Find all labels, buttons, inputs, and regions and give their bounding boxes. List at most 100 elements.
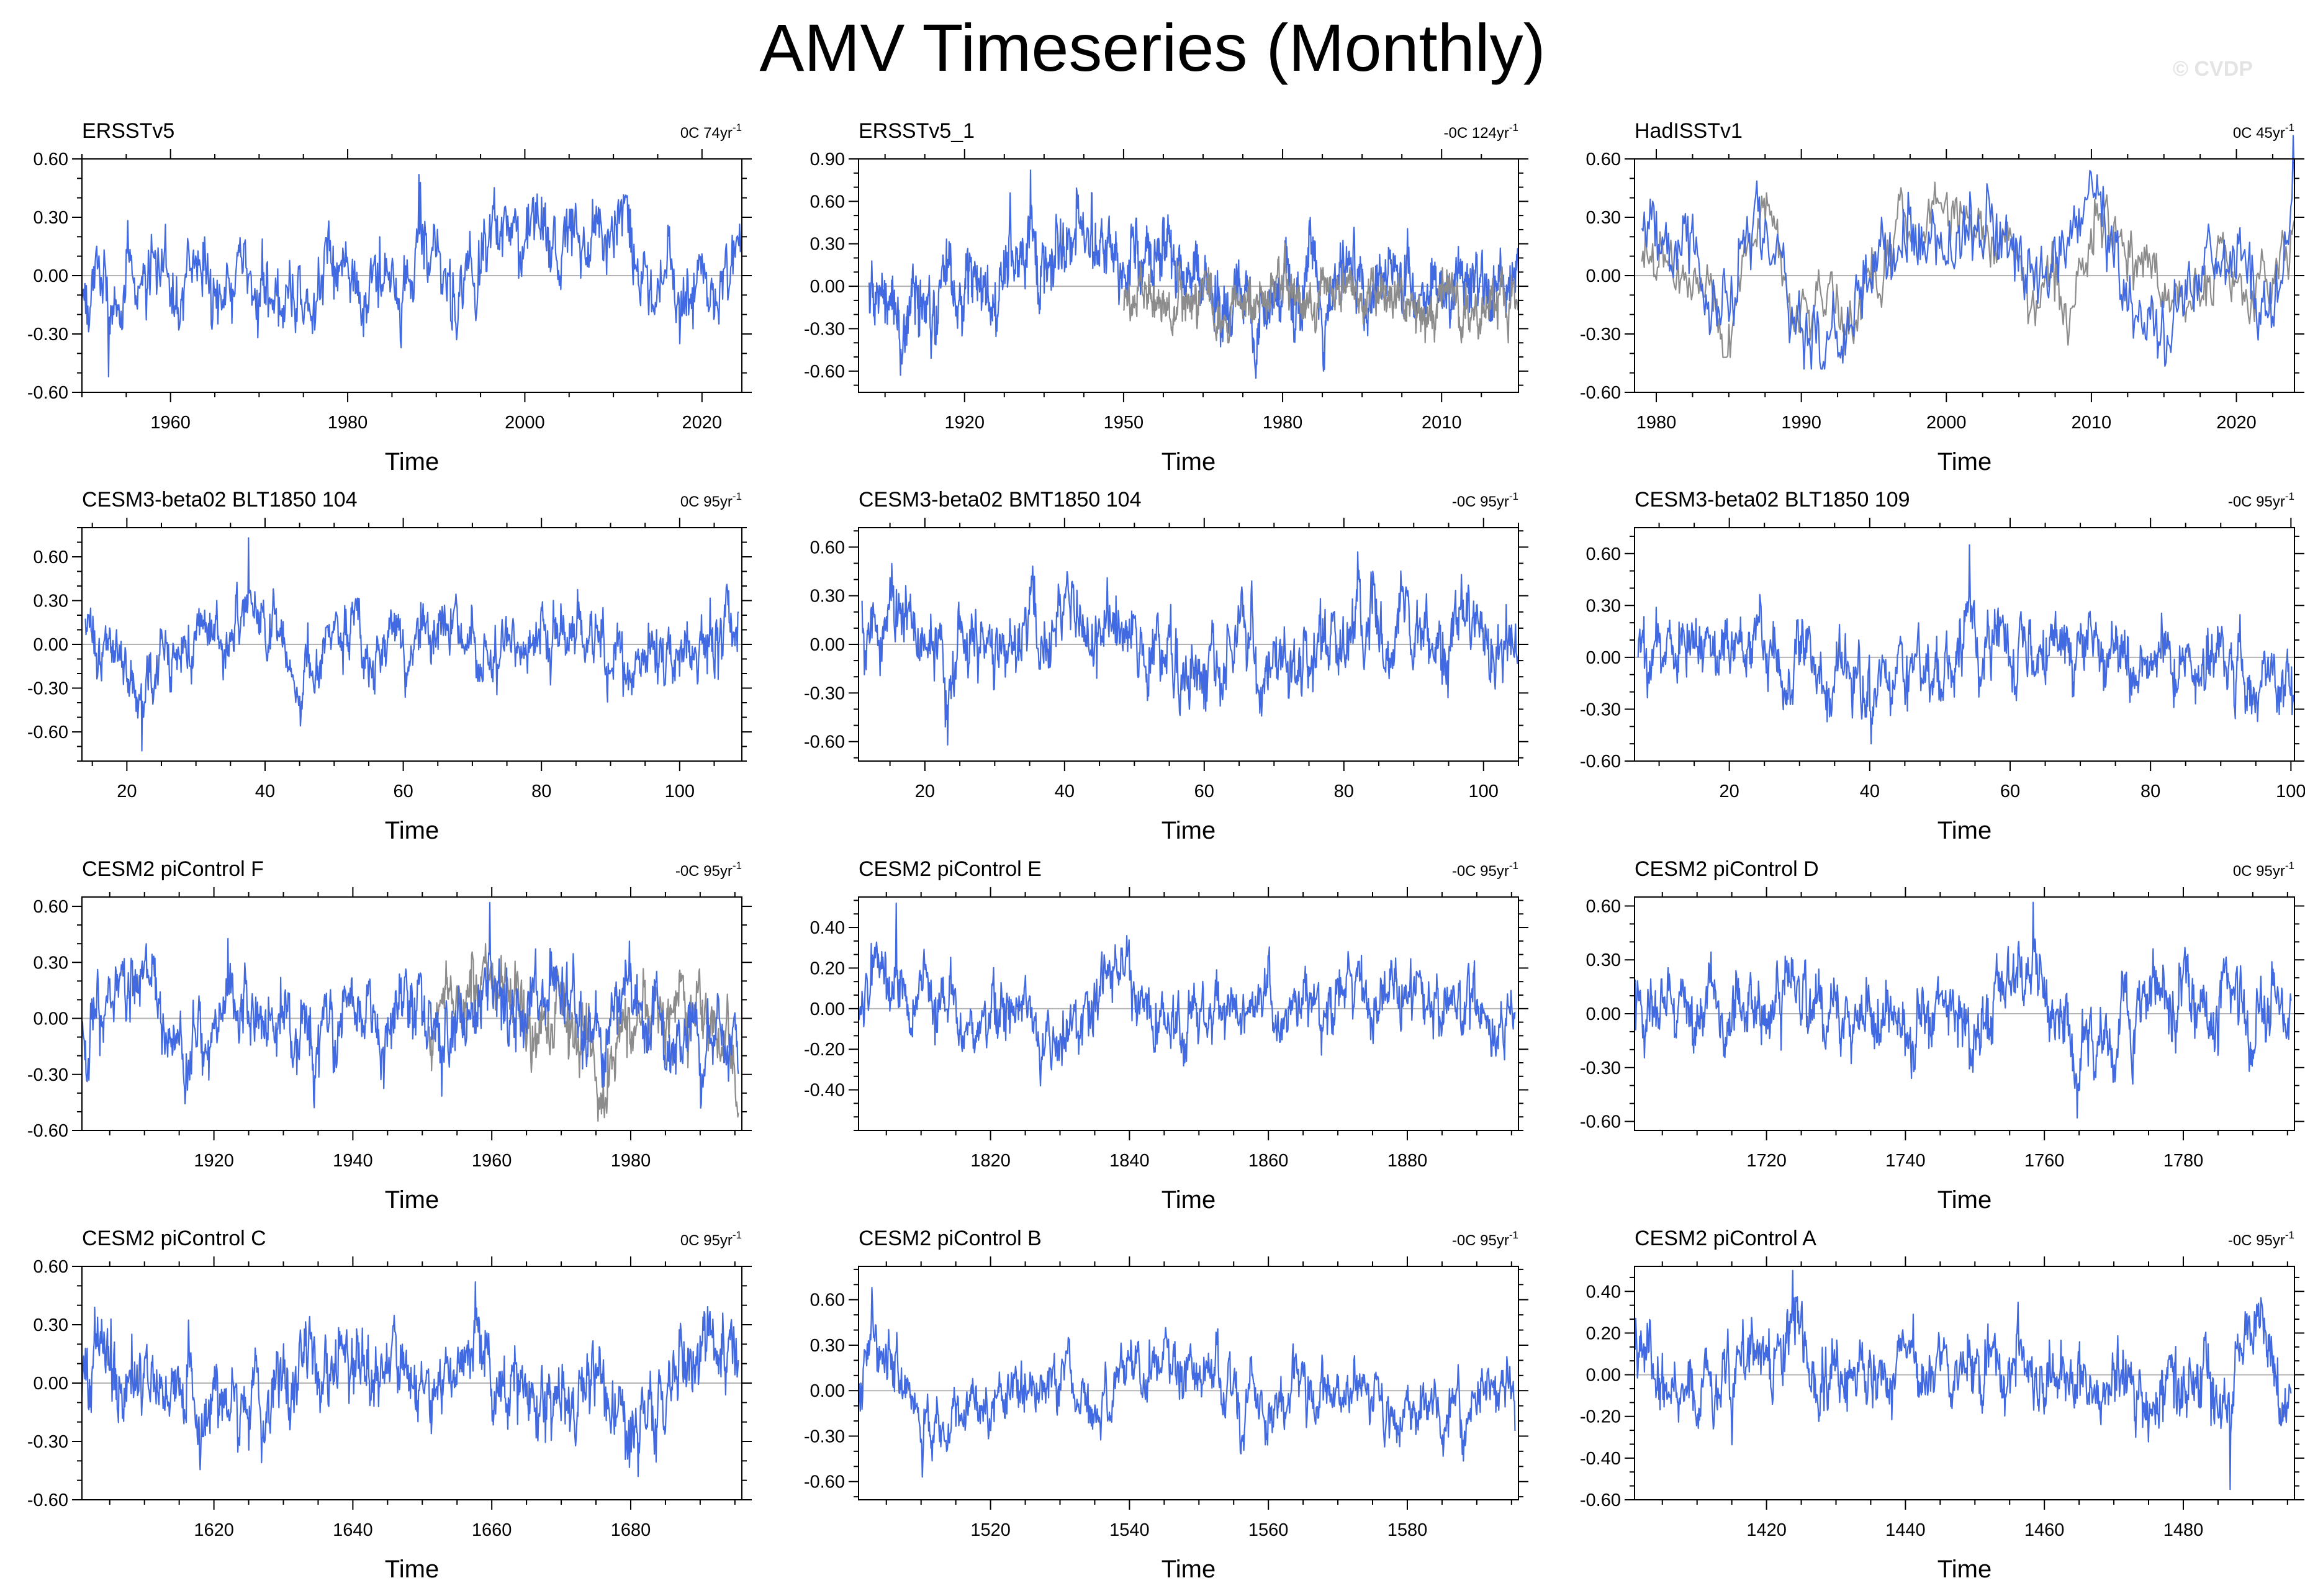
series-line xyxy=(1633,1269,2292,1490)
y-tick-label: 0.00 xyxy=(1586,266,1621,286)
y-tick-label: 0.60 xyxy=(810,192,845,212)
x-tick-label: 1540 xyxy=(1109,1520,1150,1540)
y-tick-label: -0.30 xyxy=(1580,325,1621,345)
x-tick-label: 1780 xyxy=(2163,1151,2204,1171)
y-tick-label: -0.60 xyxy=(1580,1112,1621,1132)
x-tick-label: 2000 xyxy=(1926,413,1967,433)
series-line xyxy=(868,169,1520,379)
x-axis-label: Time xyxy=(1937,817,1992,844)
y-tick-label: 0.60 xyxy=(1586,544,1621,564)
y-tick-label: 0.60 xyxy=(810,1291,845,1310)
x-tick-label: 40 xyxy=(1055,782,1075,801)
y-tick-label: -0.30 xyxy=(804,1427,845,1446)
y-tick-label: 0.30 xyxy=(810,1336,845,1356)
x-tick-label: 1740 xyxy=(1885,1151,1926,1171)
panel-title: CESM2 piControl C xyxy=(82,1227,266,1250)
trend-exponent: -1 xyxy=(2285,122,2294,133)
y-tick-label: 0.00 xyxy=(34,1374,68,1394)
x-tick-label: 80 xyxy=(1334,782,1354,801)
trend-label: 0C 45yr-1 xyxy=(2233,122,2294,142)
x-tick-label: 1520 xyxy=(970,1520,1011,1540)
y-tick-label: 0.60 xyxy=(34,1257,68,1277)
panel-10: CESM2 piControl B -0C 95yr-1 1520 1540 1560 1… xyxy=(804,1227,1528,1583)
plot-frame xyxy=(81,896,742,1131)
panel-title: ERSSTv5_1 xyxy=(859,119,975,143)
series-line xyxy=(861,551,1520,746)
x-tick-label: 1420 xyxy=(1746,1520,1787,1540)
x-tick-label: 20 xyxy=(117,782,137,801)
y-tick-label: -0.20 xyxy=(1580,1407,1621,1427)
y-tick-label: 0.60 xyxy=(1586,896,1621,916)
y-tick-label: -0.60 xyxy=(27,1490,68,1510)
trend-label: -0C 95yr-1 xyxy=(2228,1229,2294,1249)
y-tick-label: 0.00 xyxy=(1586,1366,1621,1386)
x-tick-label: 2020 xyxy=(682,413,723,433)
series-line xyxy=(81,1281,739,1477)
trend-label: -0C 95yr-1 xyxy=(1452,490,1518,510)
y-tick-label: 0.00 xyxy=(810,635,845,655)
trend-text: -0C 95yr xyxy=(2228,494,2285,510)
x-tick-label: 1880 xyxy=(1387,1151,1428,1171)
trend-label: 0C 95yr-1 xyxy=(680,490,742,510)
x-tick-label: 1480 xyxy=(2163,1520,2204,1540)
y-tick-label: -0.60 xyxy=(804,362,845,382)
trend-exponent: -1 xyxy=(1509,1229,1518,1241)
y-tick-label: 0.30 xyxy=(1586,208,1621,228)
trend-exponent: -1 xyxy=(2285,490,2294,502)
x-tick-label: 1560 xyxy=(1248,1520,1289,1540)
x-tick-label: 2000 xyxy=(505,413,545,433)
trend-exponent: -1 xyxy=(2285,860,2294,872)
y-tick-label: 0.30 xyxy=(34,1315,68,1335)
x-tick-label: 40 xyxy=(255,782,275,801)
y-tick-label: 0.60 xyxy=(34,548,68,567)
x-tick-label: 100 xyxy=(665,782,695,801)
trend-text: -0C 95yr xyxy=(1452,494,1509,510)
y-tick-label: 0.30 xyxy=(1586,596,1621,616)
y-tick-label: 0.40 xyxy=(1586,1282,1621,1302)
y-tick-label: -0.60 xyxy=(27,1121,68,1141)
x-tick-label: 1980 xyxy=(611,1151,651,1171)
y-tick-label: -0.30 xyxy=(27,679,68,699)
panel-3: CESM3-beta02 BLT1850 104 0C 95yr-1 20 40 60 8… xyxy=(27,488,752,844)
panel-6: CESM2 piControl F -0C 95yr-1 1920 1940 1960 1… xyxy=(27,857,752,1214)
series-line xyxy=(1641,135,2296,370)
y-tick-label: 0.30 xyxy=(1586,950,1621,970)
x-tick-label: 2010 xyxy=(1422,413,1462,433)
trend-exponent: -1 xyxy=(1509,860,1518,872)
trend-label: 0C 74yr-1 xyxy=(680,122,742,142)
y-tick-label: -0.60 xyxy=(1580,752,1621,772)
trend-label: 0C 95yr-1 xyxy=(680,1229,742,1249)
x-tick-label: 1820 xyxy=(970,1151,1011,1171)
plot-frame xyxy=(858,158,1519,393)
series-line xyxy=(1122,243,1520,344)
x-tick-label: 1860 xyxy=(1248,1151,1289,1171)
trend-label: -0C 95yr-1 xyxy=(1452,1229,1518,1249)
x-axis-label: Time xyxy=(1937,1186,1992,1214)
series-line xyxy=(857,902,1516,1087)
x-tick-label: 1980 xyxy=(1263,413,1303,433)
panel-11: CESM2 piControl A -0C 95yr-1 1420 1440 1460 1… xyxy=(1580,1227,2304,1583)
trend-exponent: -1 xyxy=(1509,122,1518,133)
x-tick-label: 1680 xyxy=(611,1520,651,1540)
panel-title: CESM2 piControl F xyxy=(82,857,264,881)
x-tick-label: 100 xyxy=(2276,782,2305,801)
trend-exponent: -1 xyxy=(733,122,742,133)
y-tick-label: 0.00 xyxy=(34,635,68,655)
plot-frame xyxy=(1634,527,2295,762)
trend-exponent: -1 xyxy=(733,1229,742,1241)
x-axis-label: Time xyxy=(385,448,439,476)
y-tick-label: -0.40 xyxy=(804,1081,845,1101)
y-tick-label: 0.20 xyxy=(810,958,845,978)
y-tick-label: 0.00 xyxy=(1586,1004,1621,1024)
trend-text: -0C 95yr xyxy=(1452,1232,1509,1249)
x-tick-label: 1440 xyxy=(1885,1520,1926,1540)
panel-8: CESM2 piControl D 0C 95yr-1 1720 1740 1760 17… xyxy=(1580,857,2304,1214)
trend-label: -0C 95yr-1 xyxy=(675,860,742,880)
y-tick-label: 0.30 xyxy=(34,208,68,228)
x-tick-label: 1980 xyxy=(328,413,368,433)
y-tick-label: 0.60 xyxy=(34,897,68,917)
trend-text: -0C 124yr xyxy=(1444,125,1509,142)
x-tick-label: 1940 xyxy=(333,1151,373,1171)
panel-1: ERSSTv5_1 -0C 124yr-1 1920 1950 1980 2010 -0.6… xyxy=(804,119,1528,476)
